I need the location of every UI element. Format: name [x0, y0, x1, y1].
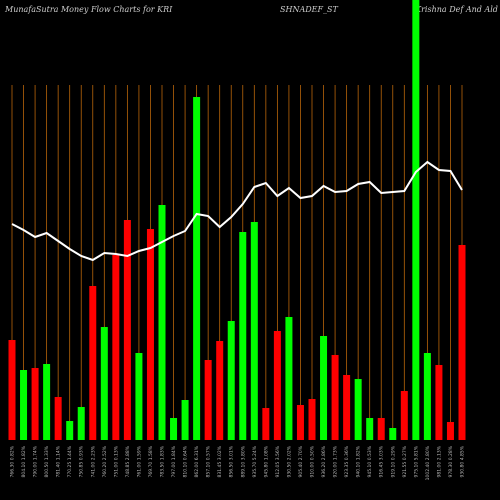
bar — [262, 408, 270, 440]
bar — [239, 232, 247, 440]
x-tick-label: 857.10 0.57% — [206, 445, 212, 477]
x-tick-label: 945.80 1.08% — [263, 445, 269, 477]
bar — [343, 375, 351, 440]
x-tick-label: 751.00 0.13% — [113, 445, 119, 477]
bar — [54, 397, 62, 440]
bar — [389, 428, 397, 440]
bar — [170, 418, 178, 440]
bar — [193, 97, 201, 440]
bar — [331, 355, 339, 440]
bar — [366, 418, 374, 440]
x-tick-label: 750.85 0.93% — [79, 445, 85, 477]
x-tick-label: 804.10 1.82% — [21, 445, 27, 477]
bar — [216, 341, 224, 440]
bar — [377, 418, 385, 440]
x-tick-label: 741.00 2.23% — [90, 445, 96, 477]
x-tick-label: 912.05 3.56% — [275, 445, 281, 477]
bar — [204, 360, 212, 440]
x-tick-label: 919.10 0.29% — [390, 445, 396, 477]
x-tick-label: 783.50 1.83% — [160, 445, 166, 477]
bar — [308, 399, 316, 440]
bar — [400, 391, 408, 440]
x-tick-label: 945.10 0.53% — [367, 445, 373, 477]
x-tick-label: 921.55 0.27% — [402, 445, 408, 477]
bar — [89, 286, 97, 440]
x-tick-label: 930.50 2.02% — [286, 445, 292, 477]
x-tick-label: 761.00 1.59% — [136, 445, 142, 477]
x-tick-label: 856.50 3.01% — [229, 445, 235, 477]
price-line — [11, 160, 463, 262]
x-tick-label: 831.45 3.02% — [217, 445, 223, 477]
bar — [135, 353, 143, 440]
x-tick-label: 910.00 0.50% — [310, 445, 316, 477]
bar — [412, 0, 420, 440]
bar — [320, 336, 328, 440]
x-tick-label: 769.70 1.58% — [148, 445, 154, 477]
chart-title: (Krishna Def And Ald In — [412, 5, 500, 14]
bar — [66, 421, 74, 440]
x-tick-label: 981.00 2.13% — [436, 445, 442, 477]
x-tick-label: 781.40 1.14% — [56, 445, 62, 477]
x-tick-label: 936.20 2.86% — [321, 445, 327, 477]
bar — [43, 364, 51, 440]
bar — [146, 229, 154, 440]
bar — [77, 407, 85, 440]
bar — [250, 222, 258, 440]
bar — [20, 370, 28, 440]
x-tick-label: 1002.40 2.80% — [425, 445, 431, 480]
x-tick-label: 923.35 0.36% — [344, 445, 350, 477]
x-tick-label: 766.30 0.82% — [10, 445, 16, 477]
bar — [158, 205, 166, 440]
bar — [458, 245, 466, 440]
bar — [435, 365, 443, 440]
x-tick-label: 935.70 5.24% — [252, 445, 258, 477]
x-tick-label: 920.00 1.73% — [333, 445, 339, 477]
x-tick-label: 940.10 1.82% — [356, 445, 362, 477]
x-tick-label: 916.45 3.03% — [379, 445, 385, 477]
bar — [423, 353, 431, 440]
chart-title: MunafaSutra Money Flow Charts for KRI — [4, 5, 173, 14]
x-tick-label: 810.10 0.64% — [183, 445, 189, 477]
bar — [112, 255, 120, 440]
x-tick-label: 770.25 1.44% — [67, 445, 73, 477]
bar — [31, 368, 39, 440]
x-tick-label: 800.50 1.33% — [44, 445, 50, 477]
chart-title: SHNADEF_ST — [280, 5, 339, 14]
bar — [446, 422, 454, 440]
x-tick-label: 760.20 2.52% — [102, 445, 108, 477]
bar — [123, 220, 131, 440]
x-tick-label: 797.00 1.84% — [171, 445, 177, 477]
bar — [296, 405, 304, 440]
bar — [354, 379, 362, 440]
bar — [285, 317, 293, 440]
bar — [8, 340, 16, 440]
bar — [227, 321, 235, 440]
bar — [181, 400, 189, 440]
x-tick-label: 905.40 2.70% — [298, 445, 304, 477]
bar — [100, 327, 108, 440]
x-tick-label: 930.80 4.85% — [460, 445, 466, 477]
x-tick-label: 790.00 1.74% — [33, 445, 39, 477]
x-tick-label: 978.30 0.28% — [448, 445, 454, 477]
x-tick-label: 889.10 3.80% — [240, 445, 246, 477]
x-tick-label: 975.10 5.81% — [413, 445, 419, 477]
x-tick-label: 862.00 6.31% — [194, 445, 200, 477]
bar — [273, 331, 281, 440]
x-tick-label: 748.85 2.88% — [125, 445, 131, 477]
